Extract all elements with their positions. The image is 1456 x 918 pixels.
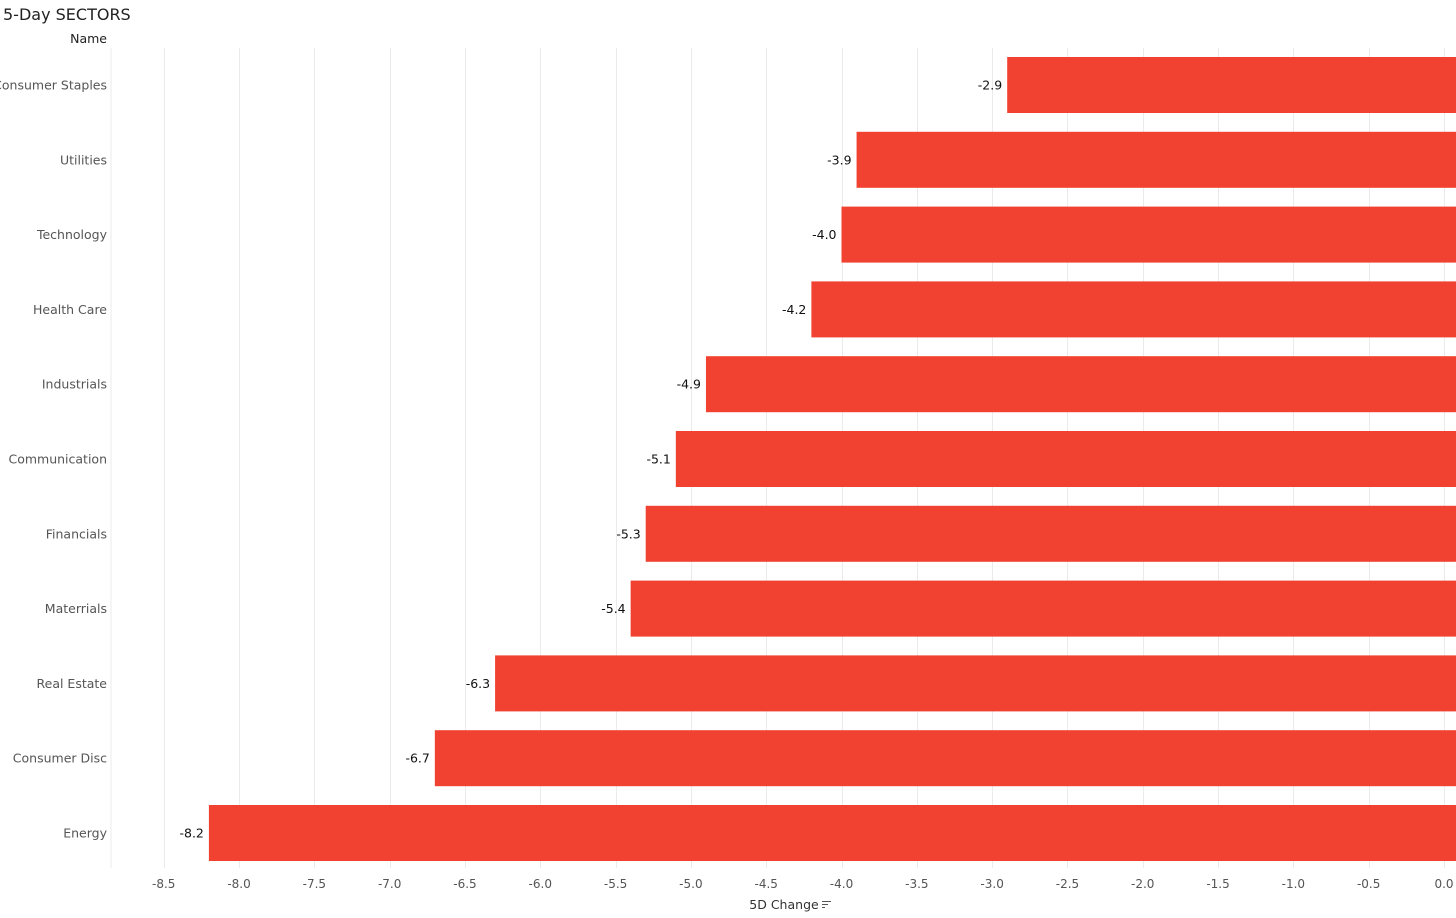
- data-label: -3.9: [827, 152, 851, 167]
- x-tick-label: -6.0: [529, 877, 552, 891]
- bar: [705, 356, 1456, 413]
- category-label: Communication: [8, 452, 107, 467]
- x-tick-label: -5.5: [604, 877, 627, 891]
- category-labels: Consumer Staples Utilities Technology Healt…: [0, 78, 108, 841]
- bar: [856, 131, 1456, 188]
- category-label: Materrials: [45, 601, 107, 616]
- category-label: Technology: [36, 227, 108, 242]
- x-tick-label: -8.5: [152, 877, 175, 891]
- data-label: -6.3: [466, 676, 490, 691]
- category-label: Financials: [46, 526, 107, 541]
- y-axis-header[interactable]: Name: [70, 31, 107, 46]
- x-axis-title-text: 5D Change: [749, 897, 819, 912]
- x-tick-label: -1.0: [1282, 877, 1305, 891]
- category-label: Industrials: [42, 377, 107, 392]
- data-label: -5.3: [616, 526, 640, 541]
- x-tick-label: -7.5: [303, 877, 326, 891]
- bar: [811, 281, 1456, 338]
- category-label: Energy: [63, 826, 107, 841]
- data-label: -8.2: [180, 826, 204, 841]
- value-labels: -2.9 -3.9 -4.0 -4.2 -4.9 -5.1 -5.3 -5.4 -6.3 -6.7…: [180, 78, 1003, 841]
- bar: [434, 730, 1456, 787]
- x-tick-label: -1.5: [1206, 877, 1229, 891]
- data-label: -4.2: [782, 302, 806, 317]
- chart-title: 5-Day SECTORS: [3, 5, 131, 24]
- x-tick-label: -0.5: [1357, 877, 1380, 891]
- x-tick-label: -2.0: [1131, 877, 1154, 891]
- x-tick-label: -5.0: [679, 877, 702, 891]
- x-tick-label: -2.5: [1056, 877, 1079, 891]
- data-label: -4.0: [812, 227, 836, 242]
- bar: [630, 580, 1456, 637]
- x-tick-label: -4.5: [754, 877, 777, 891]
- data-label: -4.9: [677, 377, 701, 392]
- category-label: Utilities: [60, 152, 107, 167]
- data-label: -5.4: [601, 601, 625, 616]
- x-tick-label: 0.0: [1434, 877, 1453, 891]
- x-tick-label: -7.0: [378, 877, 401, 891]
- x-tick-label: -3.0: [980, 877, 1003, 891]
- data-label: -2.9: [978, 78, 1002, 93]
- sort-descending-icon[interactable]: [821, 900, 831, 908]
- data-label: -5.1: [646, 452, 670, 467]
- bar: [495, 655, 1456, 712]
- x-tick-label: -6.5: [453, 877, 476, 891]
- x-axis-title[interactable]: 5D Change: [740, 897, 840, 912]
- x-tick-label: -8.0: [227, 877, 250, 891]
- bar: [675, 431, 1456, 487]
- data-label: -6.7: [405, 751, 429, 766]
- category-label: Consumer Staples: [0, 78, 107, 93]
- category-label: Real Estate: [37, 676, 108, 691]
- category-label: Consumer Disc: [13, 751, 107, 766]
- bars: [208, 57, 1456, 861]
- x-tick-label: -3.5: [905, 877, 928, 891]
- x-tick-label: -4.0: [830, 877, 853, 891]
- x-tick-labels: -8.5 -8.0 -7.5 -7.0 -6.5 -6.0 -5.5 -5.0 -4.5 -4.0…: [152, 877, 1454, 891]
- bar: [208, 805, 1456, 861]
- bar: [645, 505, 1456, 562]
- bar: [1007, 57, 1456, 113]
- bar: [841, 206, 1456, 263]
- category-label: Health Care: [33, 302, 107, 317]
